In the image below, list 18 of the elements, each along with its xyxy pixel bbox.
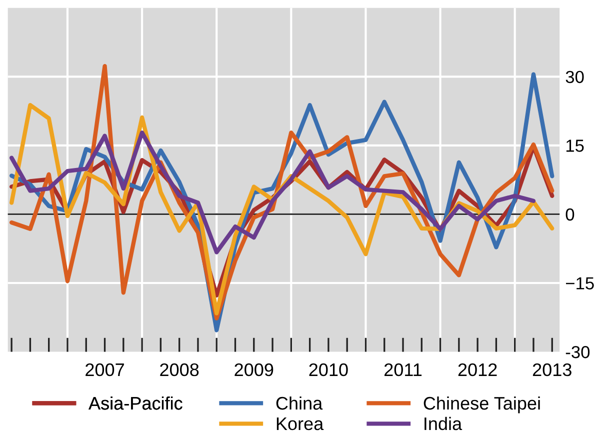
y-tick-label: 0 [566, 208, 574, 221]
line-series [9, 130, 536, 254]
x-tick-label: 2008 [160, 363, 199, 376]
y-tick-label: 30 [566, 70, 584, 84]
x-tick-label: 2012 [458, 363, 497, 376]
y-tick-label: 15 [566, 140, 584, 152]
legend-label: China [276, 396, 323, 410]
y-tick-label: −15 [566, 277, 594, 290]
legend-label: India [424, 416, 462, 430]
x-tick-label: 2009 [234, 363, 274, 376]
x-tick-label: 2013 [532, 363, 572, 376]
y-tick-label: -30 [566, 346, 590, 358]
x-tick-label: 2011 [384, 363, 422, 376]
x-tick-label: 2010 [309, 363, 348, 376]
x-tick-label: 2007 [86, 363, 124, 376]
legend-label: Chinese Taipei [424, 396, 540, 414]
legend-label: Korea [276, 418, 324, 430]
legend-label: Asia-Pacific [88, 396, 182, 410]
